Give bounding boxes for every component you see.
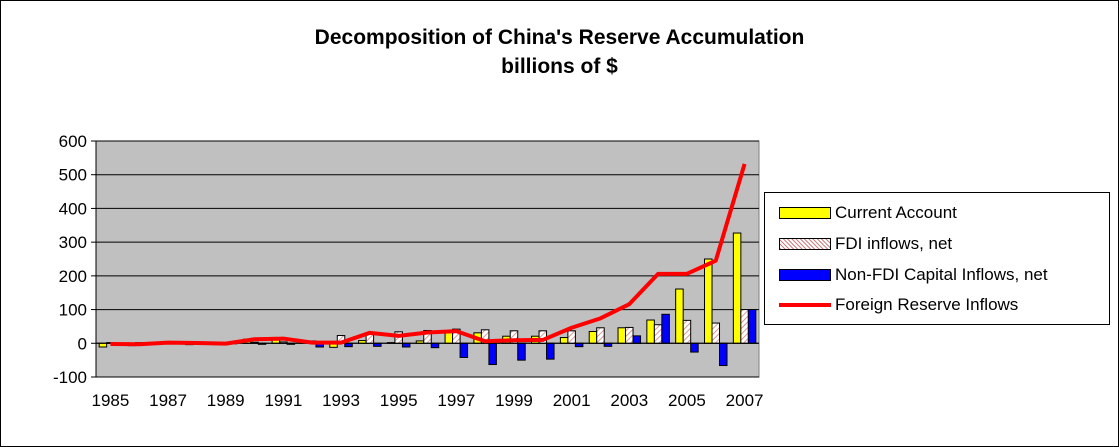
- x-tick-label: 1985: [91, 391, 129, 410]
- chart-title-line: Decomposition of China's Reserve Accumul…: [314, 26, 805, 49]
- y-tick-label: 400: [59, 199, 87, 218]
- bar-fdi-inflows-net: [653, 324, 663, 344]
- legend-swatch-current-account: [779, 207, 831, 219]
- y-tick-label: 500: [59, 166, 87, 185]
- bar-non-fdi-capital-inflows-net: [488, 342, 497, 366]
- bar-fdi-inflows-net: [740, 309, 749, 344]
- x-tick-label: 1997: [437, 391, 475, 410]
- bar-current-account: [559, 337, 569, 344]
- y-tick-label: 300: [59, 233, 87, 252]
- x-tick-label: 2007: [726, 391, 764, 410]
- legend: Current Account FDI inflows, net Non-FDI…: [764, 192, 1110, 325]
- y-tick-label: 600: [59, 132, 87, 151]
- x-tick-label: 2003: [610, 391, 648, 410]
- bar-current-account: [98, 342, 108, 348]
- bar-non-fdi-capital-inflows-net: [546, 342, 555, 360]
- legend-item-current-account: Current Account: [779, 201, 957, 225]
- bar-current-account: [675, 288, 684, 344]
- x-tick-label: 2005: [668, 391, 706, 410]
- bar-fdi-inflows-net: [711, 322, 721, 344]
- bar-non-fdi-capital-inflows-net: [430, 342, 440, 349]
- y-tick-label: 100: [59, 301, 87, 320]
- bar-fdi-inflows-net: [682, 319, 692, 344]
- legend-label: Foreign Reserve Inflows: [835, 295, 1019, 314]
- bar-non-fdi-capital-inflows-net: [661, 313, 670, 344]
- chart-subtitle: billions of $: [501, 55, 618, 78]
- x-tick-label: 1999: [495, 391, 533, 410]
- bar-non-fdi-capital-inflows-net: [690, 342, 699, 353]
- legend-label: Current Account: [835, 203, 957, 222]
- y-tick-label: 200: [59, 267, 87, 286]
- legend-swatch-non-fdi-capital: [779, 269, 831, 281]
- x-tick-label: 1991: [264, 391, 302, 410]
- bar-current-account: [617, 327, 627, 344]
- x-tick-label: 1989: [207, 391, 245, 410]
- bar-fdi-inflows-net: [567, 330, 576, 344]
- legend-item-non-fdi-capital: Non-FDI Capital Inflows, net: [779, 263, 1048, 287]
- bar-non-fdi-capital-inflows-net: [517, 342, 526, 361]
- bar-fdi-inflows-net: [625, 326, 634, 344]
- line-foreign-reserve-inflows: [110, 163, 747, 347]
- bar-fdi-inflows-net: [596, 327, 605, 344]
- legend-label: Non-FDI Capital Inflows, net: [835, 265, 1048, 284]
- legend-line-foreign-reserve: [779, 303, 831, 307]
- legend-item-foreign-reserve: Foreign Reserve Inflows: [779, 293, 1018, 317]
- bar-non-fdi-capital-inflows-net: [719, 342, 728, 367]
- bar-non-fdi-capital-inflows-net: [574, 342, 584, 348]
- bar-current-account: [732, 232, 742, 344]
- x-tick-label: 1993: [322, 391, 360, 410]
- bar-non-fdi-capital-inflows-net: [344, 342, 353, 348]
- bar-non-fdi-capital-inflows-net: [401, 342, 411, 348]
- legend-item-fdi-inflows: FDI inflows, net: [779, 232, 952, 256]
- bar-non-fdi-capital-inflows-net: [459, 342, 469, 358]
- y-tick-label: -100: [53, 368, 87, 387]
- legend-label: FDI inflows, net: [835, 234, 953, 253]
- bar-non-fdi-capital-inflows-net: [632, 335, 642, 344]
- legend-swatch-fdi-inflows: [779, 238, 831, 250]
- chart-title: Decomposition of China's Reserve Accumul…: [1, 23, 1118, 81]
- x-tick-label: 1987: [149, 391, 187, 410]
- x-tick-label: 2001: [553, 391, 591, 410]
- y-tick-label: 0: [78, 334, 87, 353]
- bar-non-fdi-capital-inflows-net: [747, 309, 757, 344]
- bar-current-account: [588, 330, 598, 344]
- x-tick-label: 1995: [380, 391, 418, 410]
- bar-current-account: [704, 258, 713, 344]
- bar-current-account: [646, 319, 655, 344]
